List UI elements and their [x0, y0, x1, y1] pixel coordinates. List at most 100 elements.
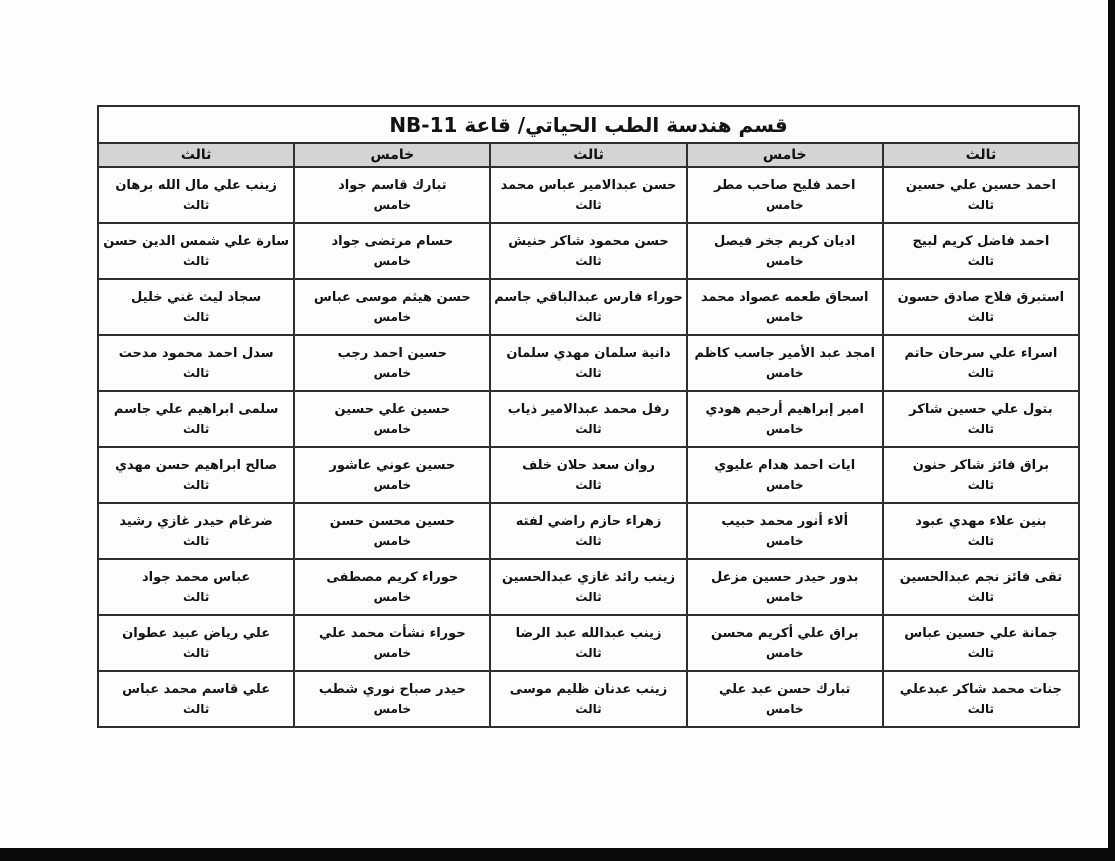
student-cell: براق علي أكريم محسن خامس — [685, 614, 884, 672]
student-cell: ضرغام حيدر غازي رشيد ثالث — [96, 502, 296, 560]
student-level: خامس — [765, 309, 804, 324]
scan-edge-right — [1108, 0, 1115, 861]
student-name: اديان كريم جخر فيصل — [714, 234, 856, 250]
student-cell: حسن هيثم موسى عباس خامس — [293, 278, 492, 336]
student-cell: ايات احمد هدام عليوي خامس — [685, 446, 884, 504]
student-name: بتول علي حسين شاكر — [909, 402, 1053, 418]
student-level: ثالث — [575, 701, 602, 716]
student-cell: حسين علي حسين خامس — [293, 390, 492, 448]
student-level: ثالث — [575, 477, 602, 492]
student-cell: زينب عدنان ظليم موسى ثالث — [489, 670, 688, 728]
student-name: براق علي أكريم محسن — [710, 626, 859, 642]
student-level: ثالث — [967, 309, 995, 324]
student-name: ألاء أنور محمد حبيب — [721, 514, 849, 530]
student-name: دانية سلمان مهدي سلمان — [506, 346, 671, 362]
student-level: خامس — [765, 421, 804, 436]
table-row: براق فائز شاكر حنون ثالث ايات احمد هدام عل… — [96, 446, 1081, 504]
student-level: ثالث — [183, 645, 210, 660]
student-level: ثالث — [967, 589, 995, 604]
student-name: امير إبراهيم أرحيم هودي — [705, 402, 864, 418]
student-name: حسن محمود شاكر حنيش — [508, 234, 669, 250]
student-cell: احمد حسين علي حسين ثالث — [881, 166, 1081, 224]
student-level: خامس — [373, 421, 412, 436]
student-level: ثالث — [967, 197, 995, 212]
student-level: خامس — [765, 365, 804, 380]
student-level: ثالث — [575, 253, 602, 268]
student-level: خامس — [765, 645, 804, 660]
student-cell: براق فائز شاكر حنون ثالث — [881, 446, 1081, 504]
student-name: حسين احمد رجب — [337, 346, 447, 362]
student-name: حسن هيثم موسى عباس — [313, 290, 471, 306]
student-name: سدل احمد محمود مدحت — [118, 346, 274, 362]
column-header-4: ثالث — [96, 142, 296, 168]
student-cell: ألاء أنور محمد حبيب خامس — [685, 502, 884, 560]
student-level: ثالث — [575, 421, 602, 436]
student-name: حسن عبدالامير عباس محمد — [500, 178, 677, 194]
student-name: علي رياض عبيد عطوان — [122, 626, 271, 642]
table-row: استبرق فلاح صادق حسون ثالث اسحاق طعمه عصوا… — [96, 278, 1081, 336]
student-level: خامس — [765, 701, 804, 716]
student-cell: تقى فائز نجم عبدالحسين ثالث — [881, 558, 1081, 616]
student-name: عباس محمد جواد — [141, 570, 251, 586]
student-level: ثالث — [967, 421, 995, 436]
student-name: سجاد ليث غني خليل — [131, 290, 262, 306]
student-level: ثالث — [183, 701, 210, 716]
student-cell: علي قاسم محمد عباس ثالث — [96, 670, 296, 728]
student-cell: سجاد ليث غني خليل ثالث — [96, 278, 296, 336]
student-cell: جمانة علي حسين عباس ثالث — [881, 614, 1081, 672]
student-cell: امير إبراهيم أرحيم هودي خامس — [685, 390, 884, 448]
student-name: جمانة علي حسين عباس — [904, 626, 1058, 642]
student-level: ثالث — [575, 533, 602, 548]
student-level: ثالث — [183, 533, 210, 548]
student-name: روان سعد حلان خلف — [522, 458, 655, 474]
student-cell: استبرق فلاح صادق حسون ثالث — [881, 278, 1081, 336]
student-name: سلمى ابراهيم علي جاسم — [113, 402, 279, 418]
document-page: قسم هندسة الطب الحياتي/ قاعة NB-11 ثالث خا… — [0, 0, 1108, 848]
student-level: ثالث — [967, 477, 995, 492]
student-cell: زينب رائد غازي عبدالحسين ثالث — [489, 558, 688, 616]
student-cell: رفل محمد عبدالامير ذياب ثالث — [489, 390, 688, 448]
student-name: علي قاسم محمد عباس — [122, 682, 271, 698]
student-name: زينب علي مال الله برهان — [115, 178, 277, 194]
student-name: زينب عدنان ظليم موسى — [509, 682, 668, 698]
student-name: جنات محمد شاكر عبدعلي — [899, 682, 1062, 698]
student-level: خامس — [765, 197, 804, 212]
student-cell: حوراء كريم مصطفى خامس — [293, 558, 492, 616]
scan-edge-bottom — [0, 848, 1115, 861]
student-level: ثالث — [183, 309, 210, 324]
student-level: خامس — [373, 365, 412, 380]
student-cell: زهراء حازم راضي لفته ثالث — [489, 502, 688, 560]
student-name: ضرغام حيدر غازي رشيد — [119, 514, 273, 530]
student-name: احمد فاضل كريم لبيج — [912, 234, 1050, 250]
student-level: خامس — [765, 533, 804, 548]
student-level: ثالث — [967, 645, 995, 660]
student-name: استبرق فلاح صادق حسون — [897, 290, 1065, 306]
student-level: ثالث — [183, 477, 210, 492]
student-name: امجد عبد الأمير جاسب كاظم — [694, 346, 875, 362]
student-level: خامس — [373, 477, 412, 492]
student-cell: تبارك حسن عبد علي خامس — [685, 670, 884, 728]
student-name: زينب رائد غازي عبدالحسين — [501, 570, 676, 586]
student-name: بدور حيدر حسين مزعل — [711, 570, 859, 586]
student-level: ثالث — [575, 645, 602, 660]
table-row: بنين علاء مهدي عبود ثالث ألاء أنور محمد حب… — [96, 502, 1081, 560]
student-name: حسين عوني عاشور — [329, 458, 456, 474]
student-cell: تبارك قاسم جواد خامس — [293, 166, 492, 224]
student-cell: زينب عبدالله عبد الرضا ثالث — [489, 614, 688, 672]
student-level: ثالث — [967, 365, 995, 380]
student-name: حيدر صباح نوري شطب — [318, 682, 466, 698]
student-cell: جنات محمد شاكر عبدعلي ثالث — [881, 670, 1081, 728]
student-name: تقى فائز نجم عبدالحسين — [899, 570, 1063, 586]
student-name: اسحاق طعمه عصواد محمد — [700, 290, 869, 306]
roster-table: قسم هندسة الطب الحياتي/ قاعة NB-11 ثالث خا… — [96, 105, 1081, 728]
table-row: بتول علي حسين شاكر ثالث امير إبراهيم أرحيم… — [96, 390, 1081, 448]
student-cell: اديان كريم جخر فيصل خامس — [685, 222, 884, 280]
student-level: خامس — [765, 589, 804, 604]
student-level: ثالث — [183, 365, 210, 380]
student-name: حسين علي حسين — [334, 402, 451, 418]
table-row: احمد حسين علي حسين ثالث احمد فليح صاحب مطر… — [96, 166, 1081, 224]
student-cell: سدل احمد محمود مدحت ثالث — [96, 334, 296, 392]
table-row: تقى فائز نجم عبدالحسين ثالث بدور حيدر حسين… — [96, 558, 1081, 616]
table-row: اسراء علي سرحان حاتم ثالث امجد عبد الأمير … — [96, 334, 1081, 392]
student-level: ثالث — [575, 309, 602, 324]
